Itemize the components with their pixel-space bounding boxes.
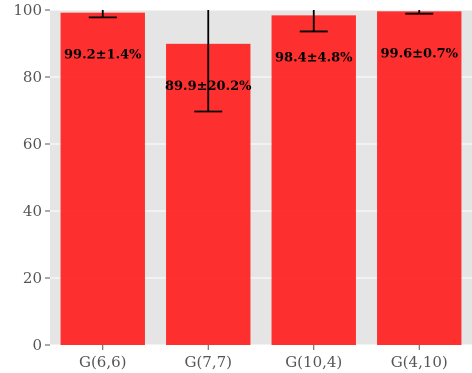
- x-axis-ticks: G(6,6) G(7,7) G(10,4) G(4,10): [79, 345, 448, 371]
- y-tick-label: 80: [23, 68, 42, 86]
- bar: [377, 11, 462, 346]
- y-tick-label: 60: [23, 135, 42, 153]
- data-label: 99.6±0.7%: [380, 46, 458, 61]
- y-tick-label: 20: [23, 269, 42, 287]
- error-bars: [88, 10, 434, 113]
- data-label: 89.9±20.2%: [165, 79, 252, 94]
- x-tick-label: G(4,10): [391, 353, 448, 371]
- y-tick-label: 0: [32, 336, 42, 354]
- y-tick-label: 40: [23, 202, 42, 220]
- x-tick-label: G(6,6): [79, 353, 127, 371]
- bar: [271, 15, 356, 346]
- data-labels: 99.2±1.4% 89.9±20.2% 98.4±4.8% 99.6±0.7%: [64, 46, 459, 93]
- data-label: 98.4±4.8%: [275, 50, 353, 65]
- x-tick-label: G(7,7): [184, 353, 232, 371]
- bar: [60, 12, 145, 346]
- y-axis-ticks: 0 20 40 60 80 100: [13, 1, 50, 354]
- x-tick-label: G(10,4): [285, 353, 342, 371]
- bars: [60, 11, 462, 346]
- data-label: 99.2±1.4%: [64, 48, 142, 63]
- y-tick-label: 100: [13, 1, 42, 19]
